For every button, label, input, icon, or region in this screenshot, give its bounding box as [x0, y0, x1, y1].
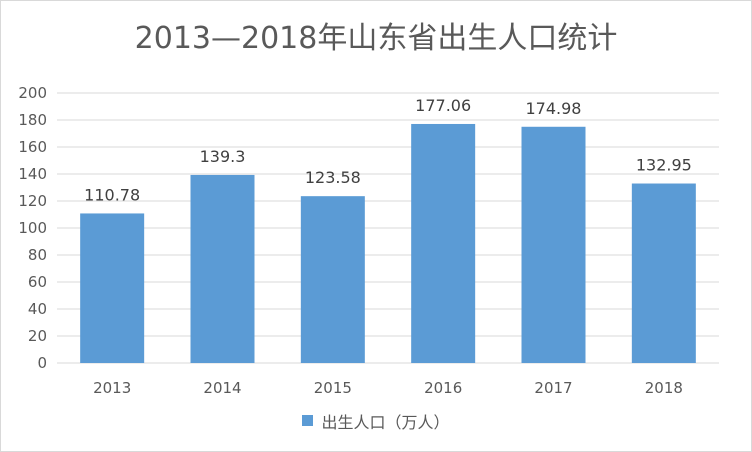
x-tick-label-2015: 2015 — [314, 379, 352, 397]
y-tick-label: 0 — [37, 354, 47, 372]
bar-2014 — [190, 174, 255, 363]
legend-label: 出生人口（万人） — [321, 413, 450, 432]
data-label-2014: 139.3 — [200, 147, 246, 166]
data-label-2018: 132.95 — [636, 156, 692, 175]
y-tick-label: 120 — [18, 192, 47, 210]
bar-2016 — [411, 123, 476, 364]
y-tick-label: 200 — [18, 84, 47, 102]
x-tick-label-2017: 2017 — [534, 379, 572, 397]
data-label-2017: 174.98 — [526, 99, 582, 118]
y-tick-label: 140 — [18, 165, 47, 183]
y-tick-label: 20 — [28, 327, 47, 345]
x-tick-label-2018: 2018 — [645, 379, 683, 397]
bar-2013 — [80, 213, 145, 363]
y-tick-label: 40 — [28, 300, 47, 318]
data-label-2013: 110.78 — [84, 185, 140, 204]
data-label-2016: 177.06 — [415, 96, 471, 115]
chart-legend: 出生人口（万人） — [1, 409, 751, 433]
y-tick-label: 100 — [18, 219, 47, 237]
y-tick-label: 160 — [18, 138, 47, 156]
bar-2015 — [300, 196, 365, 363]
data-label-2015: 123.58 — [305, 168, 361, 187]
x-tick-label-2013: 2013 — [93, 379, 131, 397]
legend-swatch — [302, 414, 314, 426]
x-tick-label-2016: 2016 — [424, 379, 462, 397]
bar-2017 — [521, 126, 586, 363]
y-tick-label: 60 — [28, 273, 47, 291]
x-tick-label-2014: 2014 — [203, 379, 241, 397]
bar-2018 — [631, 183, 696, 363]
chart-title: 2013—2018年山东省出生人口统计 — [134, 21, 618, 56]
y-tick-label: 80 — [28, 246, 47, 264]
y-tick-label: 180 — [18, 111, 47, 129]
